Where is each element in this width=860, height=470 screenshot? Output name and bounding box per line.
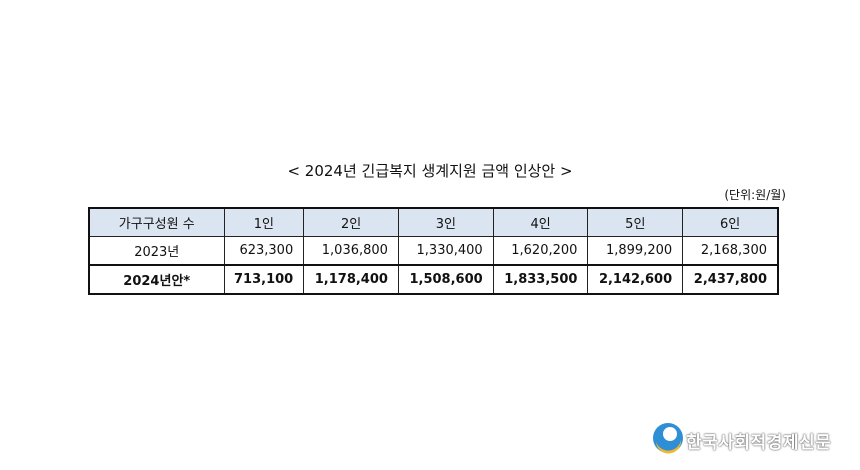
table-title: < 2024년 긴급복지 생계지원 금액 인상안 > — [287, 162, 573, 180]
watermark-text: 한국사회적경제신문 — [686, 433, 832, 453]
cell: 623,300 — [223, 236, 305, 266]
table-row: 2024년안* 713,100 1,178,400 1,508,600 1,833,50… — [88, 264, 779, 295]
header-cell: 3인 — [397, 207, 494, 237]
cell: 2,168,300 — [682, 236, 779, 266]
cell: 1,899,200 — [587, 236, 684, 266]
cell: 1,330,400 — [397, 236, 494, 266]
header-row: 가구구성원 수 1인 2인 3인 4인 5인 6인 — [88, 207, 779, 237]
row-label: 2023년 — [88, 236, 225, 266]
header-cell: 4인 — [492, 207, 589, 237]
header-cell: 2인 — [303, 207, 399, 237]
cell: 2,437,800 — [682, 264, 779, 295]
logo-dot — [663, 427, 677, 441]
cell: 1,620,200 — [492, 236, 589, 266]
cell: 713,100 — [223, 264, 305, 295]
header-cell: 1인 — [223, 207, 305, 237]
row-label: 2024년안* — [88, 264, 225, 295]
logo-swoosh — [656, 440, 682, 454]
cell: 1,178,400 — [303, 264, 399, 295]
cell: 1,833,500 — [492, 264, 589, 295]
watermark-logo — [653, 423, 683, 454]
header-cell: 가구구성원 수 — [88, 207, 225, 237]
data-table: 가구구성원 수 1인 2인 3인 4인 5인 6인 2023년 623,300 1,036,80… — [88, 207, 779, 295]
table-row: 2023년 623,300 1,036,800 1,330,400 1,620,200 1… — [88, 236, 779, 266]
cell: 1,508,600 — [397, 264, 494, 295]
cell: 1,036,800 — [303, 236, 399, 266]
unit-note: (단위:원/월) — [724, 188, 786, 202]
cell: 2,142,600 — [587, 264, 684, 295]
header-cell: 5인 — [587, 207, 684, 237]
header-cell: 6인 — [682, 207, 779, 237]
